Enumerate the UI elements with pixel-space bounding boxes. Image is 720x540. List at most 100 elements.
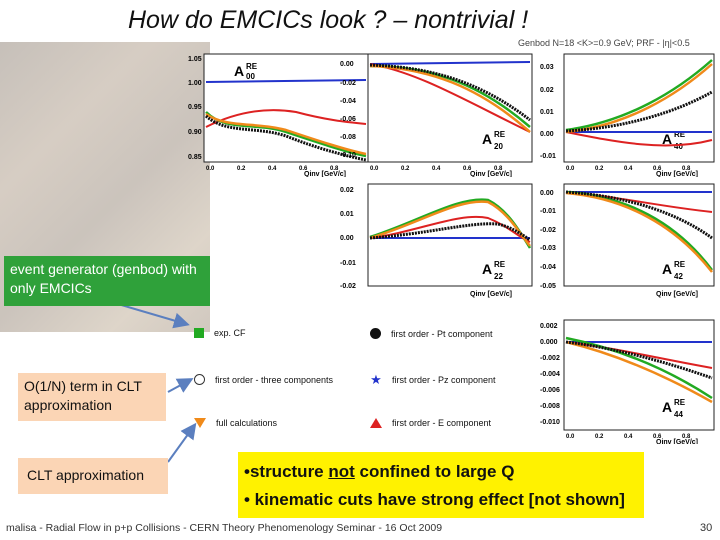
a42-ytick-5: -0.05 (540, 283, 556, 290)
a42-label: A (662, 261, 672, 277)
black-circle-icon (370, 328, 381, 339)
a44-curve-black (565, 340, 713, 380)
footer-text: malisa - Radial Flow in p+p Collisions -… (6, 522, 443, 534)
plot-subtitle: Genbod N=18 <K>=0.9 GeV; PRF - |η|<0.5 (518, 38, 690, 48)
finding-1b: not (328, 462, 355, 481)
a22-label: A (482, 261, 492, 277)
a40-ytick-1: 0.02 (540, 87, 554, 94)
a00-curve-red (205, 109, 367, 128)
plot-legend: exp. CF first order - three components f… (190, 320, 540, 430)
blue-star-icon: ★ (370, 372, 382, 387)
legend-exp-cf: exp. CF (194, 328, 246, 338)
a00-xlabel: Qinv [GeV/c] (304, 171, 346, 177)
a22-ytick-0: 0.02 (340, 187, 354, 194)
a44-xtick-0: 0.0 (566, 434, 575, 440)
a44-ytick-6: -0.010 (540, 419, 560, 426)
a44-curve-orange (565, 340, 713, 404)
a00-curve-blue (205, 79, 367, 83)
a44-curve-green (565, 336, 713, 400)
a42-sub: 42 (674, 272, 683, 281)
a22-ytick-4: -0.02 (340, 283, 356, 290)
arrow-clt (167, 422, 197, 463)
a00-ytick-3: 0.90 (188, 129, 202, 136)
a44-xtick-2: 0.4 (624, 434, 633, 440)
arrow-order (167, 378, 194, 393)
a20-ytick-1: -0.02 (340, 80, 356, 87)
a22-sup: RE (494, 260, 506, 269)
legend-full-calc-label: full calculations (216, 418, 278, 428)
a22-curve-black (369, 222, 531, 242)
a00-xtick-2: 0.4 (268, 166, 277, 172)
a20-ytick-3: -0.06 (340, 116, 356, 123)
a40-xtick-0: 0.0 (566, 166, 575, 172)
a00-xtick-0: 0.0 (206, 166, 215, 172)
generator-box: event generator (genbod) with only EMCIC… (4, 256, 210, 306)
a44-curve-red (565, 341, 713, 369)
finding-line-1: •structure not confined to large Q (244, 458, 638, 486)
panel-a42: 0.00 -0.01 -0.02 -0.03 -0.04 -0.05 A RE … (540, 183, 715, 298)
a22-curve-red (369, 215, 531, 243)
legend-full-calc: full calculations (194, 418, 277, 428)
findings-box: •structure not confined to large Q • kin… (238, 452, 644, 518)
legend-e-comp-label: first order - E component (392, 418, 492, 428)
a20-xtick-1: 0.2 (401, 166, 410, 172)
panel-a40: 0.03 0.02 0.01 0.00 -0.01 A RE 40 0.0 0.… (540, 53, 715, 177)
panel-a44: 0.002 0.000 -0.002 -0.004 -0.006 -0.008 … (540, 319, 715, 444)
a00-xtick-4: 0.8 (330, 166, 339, 172)
a44-ytick-5: -0.008 (540, 403, 560, 410)
a42-ytick-4: -0.04 (540, 264, 556, 271)
order-box: O(1/N) term in CLT approximation (18, 373, 166, 421)
red-triangle-icon (370, 418, 382, 428)
a42-curve-orange (565, 191, 713, 273)
a22-ytick-1: 0.01 (340, 211, 354, 218)
a42-curve-black (565, 190, 713, 240)
a42-ytick-2: -0.02 (540, 227, 556, 234)
a44-xtick-3: 0.6 (653, 434, 662, 440)
a00-xtick-1: 0.2 (237, 166, 246, 172)
a00-label: A (234, 63, 244, 79)
a42-ytick-3: -0.03 (540, 245, 556, 252)
a22-curve-orange (369, 200, 531, 247)
a42-ytick-0: 0.00 (540, 190, 554, 197)
a40-ytick-2: 0.01 (540, 109, 554, 116)
a40-ytick-0: 0.03 (540, 64, 554, 71)
a40-curve-orange (565, 63, 713, 134)
orange-triangle-icon (194, 418, 206, 428)
a00-curve-orange (205, 112, 367, 156)
a44-xlabel: Qinv [GeV/c] (656, 439, 698, 444)
a22-ytick-2: 0.00 (340, 235, 354, 242)
a40-curve-green (565, 59, 713, 132)
panel-a22: 0.02 0.01 0.00 -0.01 -0.02 A RE 22 Qinv … (340, 183, 533, 298)
a40-xtick-4: 0.8 (682, 166, 691, 172)
a00-ytick-1: 1.00 (188, 80, 202, 87)
arrow-generator (117, 303, 190, 329)
legend-three-comp: first order - three components (194, 374, 333, 385)
a00-sub: 00 (246, 72, 255, 81)
legend-pz-comp-label: first order - Pz component (392, 375, 496, 385)
a00-sup: RE (246, 62, 258, 71)
a20-xtick-3: 0.6 (463, 166, 472, 172)
a40-sup: RE (674, 130, 686, 139)
a44-xtick-1: 0.2 (595, 434, 604, 440)
a22-ytick-3: -0.01 (340, 260, 356, 267)
a20-xtick-4: 0.8 (494, 166, 503, 172)
legend-e-comp: first order - E component (370, 418, 491, 428)
a20-ytick-5: -0.10 (340, 152, 356, 159)
a44-sup: RE (674, 398, 686, 407)
a42-ytick-1: -0.01 (540, 208, 556, 215)
panel-a20: 0.00 -0.02 -0.04 -0.06 -0.08 -0.10 A RE … (340, 53, 533, 177)
a40-xtick-2: 0.4 (624, 166, 633, 172)
clt-box: CLT approximation (18, 458, 168, 494)
a20-curve-blue (369, 61, 531, 65)
a20-ytick-2: -0.04 (340, 98, 356, 105)
a00-ytick-2: 0.95 (188, 104, 202, 111)
a40-sub: 40 (674, 142, 683, 151)
a22-sub: 22 (494, 272, 503, 281)
slide-title: How do EMCICs look ? – nontrivial ! (128, 6, 529, 34)
a00-xtick-3: 0.6 (299, 166, 308, 172)
page-number: 30 (700, 522, 713, 534)
a20-ytick-0: 0.00 (340, 61, 354, 68)
a00-ytick-4: 0.85 (188, 154, 202, 161)
a20-label: A (482, 131, 492, 147)
a44-ytick-4: -0.006 (540, 387, 560, 394)
